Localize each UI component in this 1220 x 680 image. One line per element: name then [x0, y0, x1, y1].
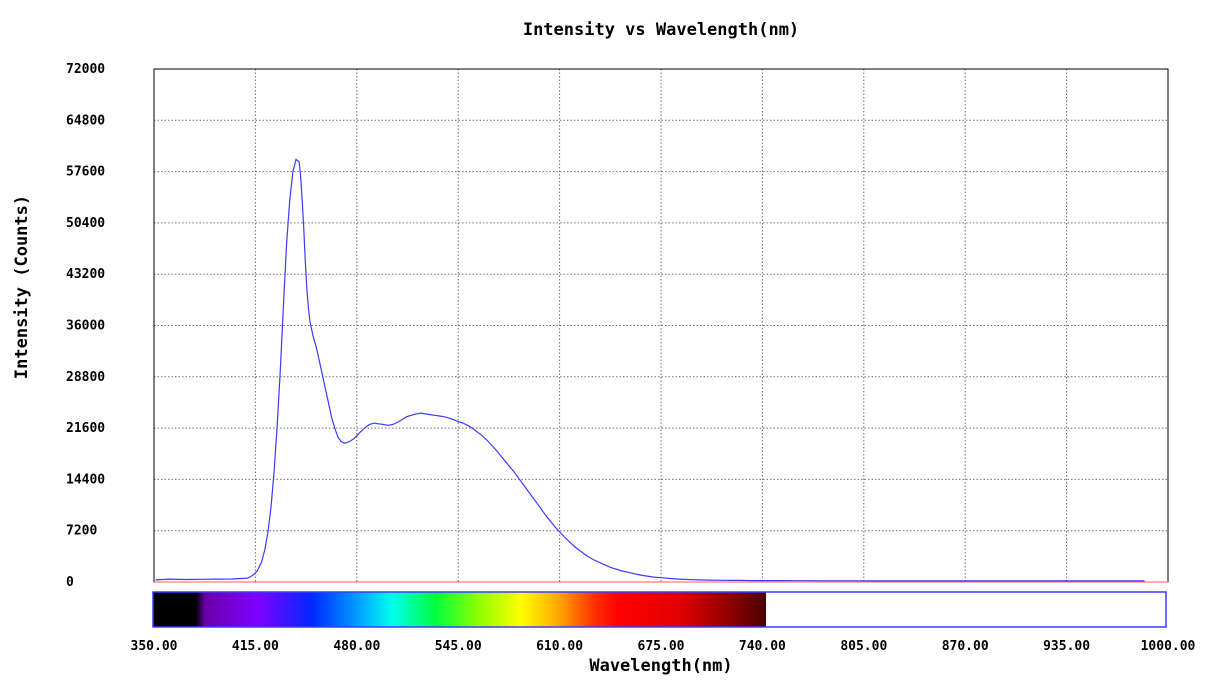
- y-tick-labels: 0 7200 14400 21600 28800 36000 43200 50400 57600…: [66, 62, 105, 590]
- spectrum-bar: [152, 591, 1167, 628]
- y-tick-label: 28800: [66, 370, 105, 385]
- spectrum-bar-frame: [152, 591, 1167, 628]
- x-tick-labels: 350.00 415.00 480.00 545.00 610.00 675.00 740.…: [131, 639, 1196, 654]
- y-tick-label: 57600: [66, 165, 105, 180]
- y-tick-label: 72000: [66, 62, 105, 77]
- x-axis-title: Wavelength(nm): [589, 656, 732, 676]
- x-tick-label: 870.00: [942, 639, 989, 654]
- x-tick-label: 480.00: [333, 639, 380, 654]
- series-line: [155, 158, 1145, 582]
- x-tick-label: 350.00: [131, 639, 178, 654]
- y-axis-title: Intensity (Counts): [12, 195, 32, 379]
- spectrum-bar-colored: [153, 592, 766, 627]
- y-tick-label: 64800: [66, 113, 105, 128]
- y-tick-label: 14400: [66, 472, 105, 487]
- x-tick-label: 415.00: [232, 639, 279, 654]
- y-tick-label: 0: [66, 575, 74, 590]
- y-tick-label: 36000: [66, 319, 105, 334]
- x-tick-label: 740.00: [739, 639, 786, 654]
- y-tick-label: 43200: [66, 267, 105, 282]
- x-tick-label: 675.00: [638, 639, 685, 654]
- x-tick-label: 805.00: [840, 639, 887, 654]
- x-tick-label: 545.00: [435, 639, 482, 654]
- x-tick-label: 935.00: [1043, 639, 1090, 654]
- y-tick-label: 21600: [66, 421, 105, 436]
- y-tick-label: 7200: [66, 524, 97, 539]
- grid: [154, 69, 1168, 582]
- x-tick-label: 610.00: [536, 639, 583, 654]
- y-tick-label: 50400: [66, 216, 105, 231]
- chart-title: Intensity vs Wavelength(nm): [523, 20, 799, 40]
- x-tick-label: 1000.00: [1141, 639, 1196, 654]
